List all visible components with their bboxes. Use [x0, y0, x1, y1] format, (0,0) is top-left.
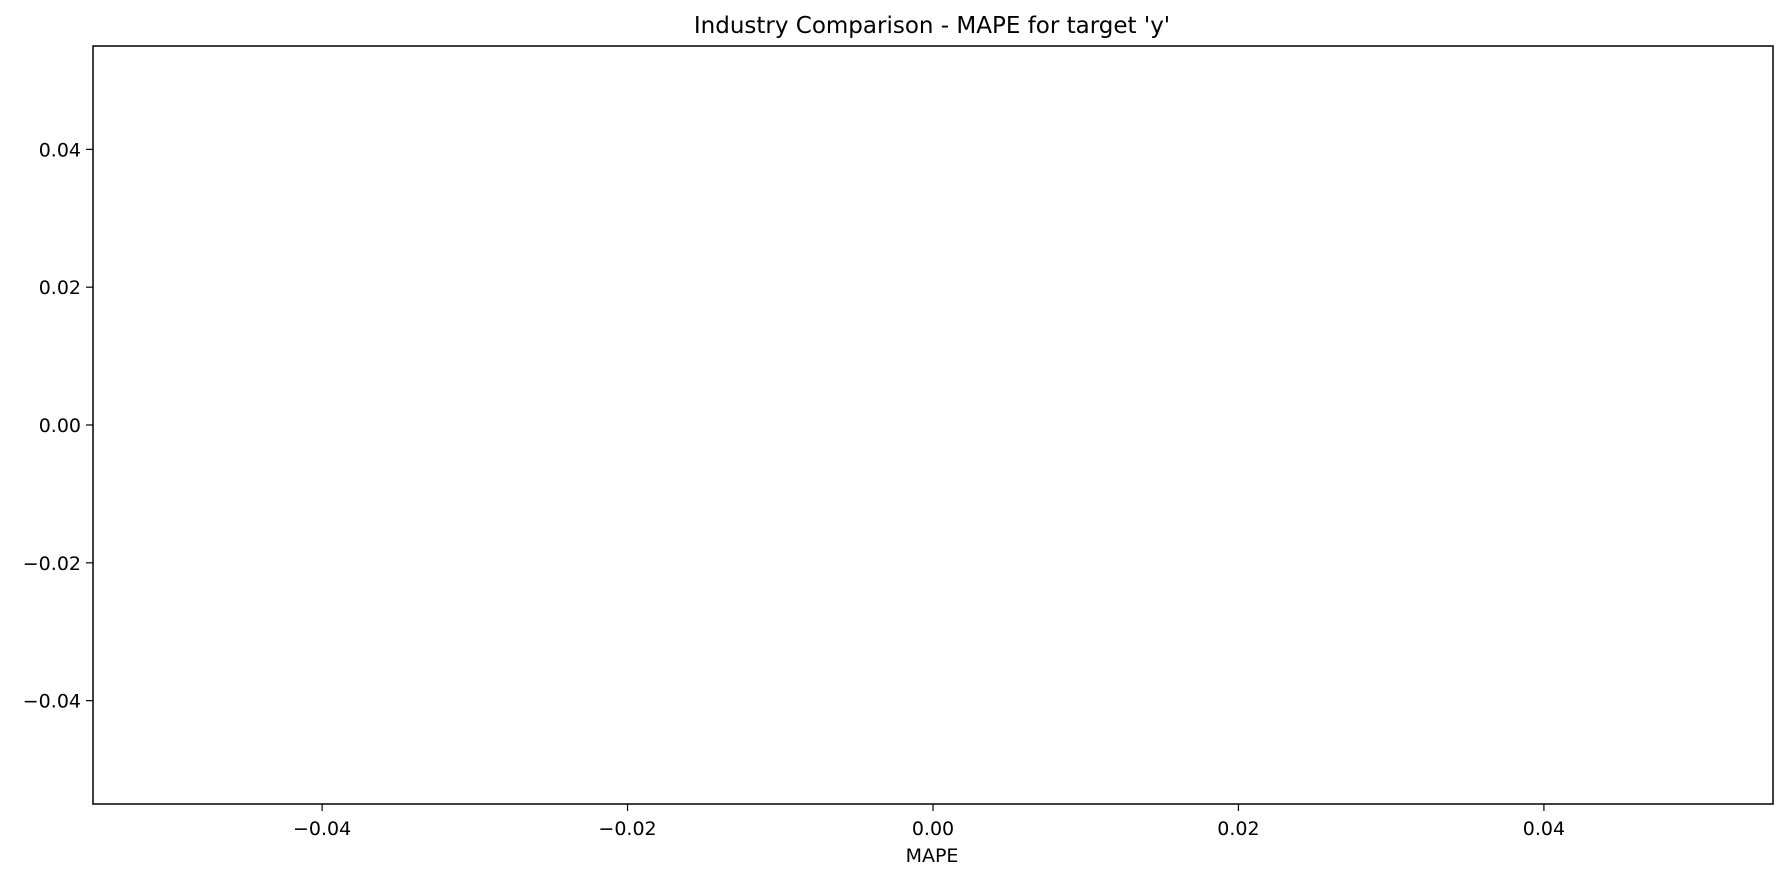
x-tick-label: 0.04: [1523, 818, 1565, 840]
y-tick-label: 0.04: [39, 139, 81, 161]
x-axis: −0.04 −0.02 0.00 0.02 0.04: [293, 804, 1565, 840]
x-tick-label: 0.02: [1217, 818, 1259, 840]
x-tick-label: 0.00: [912, 818, 954, 840]
y-axis: 0.04 0.02 0.00 −0.02 −0.04: [23, 139, 93, 713]
x-axis-label: MAPE: [906, 845, 959, 867]
y-tick-label: −0.04: [23, 691, 81, 713]
x-tick-label: −0.04: [293, 818, 351, 840]
x-tick-label: −0.02: [598, 818, 656, 840]
y-tick-label: 0.00: [39, 415, 81, 437]
y-tick-label: 0.02: [39, 277, 81, 299]
y-tick-label: −0.02: [23, 553, 81, 575]
chart-title: Industry Comparison - MAPE for target 'y…: [694, 13, 1170, 39]
